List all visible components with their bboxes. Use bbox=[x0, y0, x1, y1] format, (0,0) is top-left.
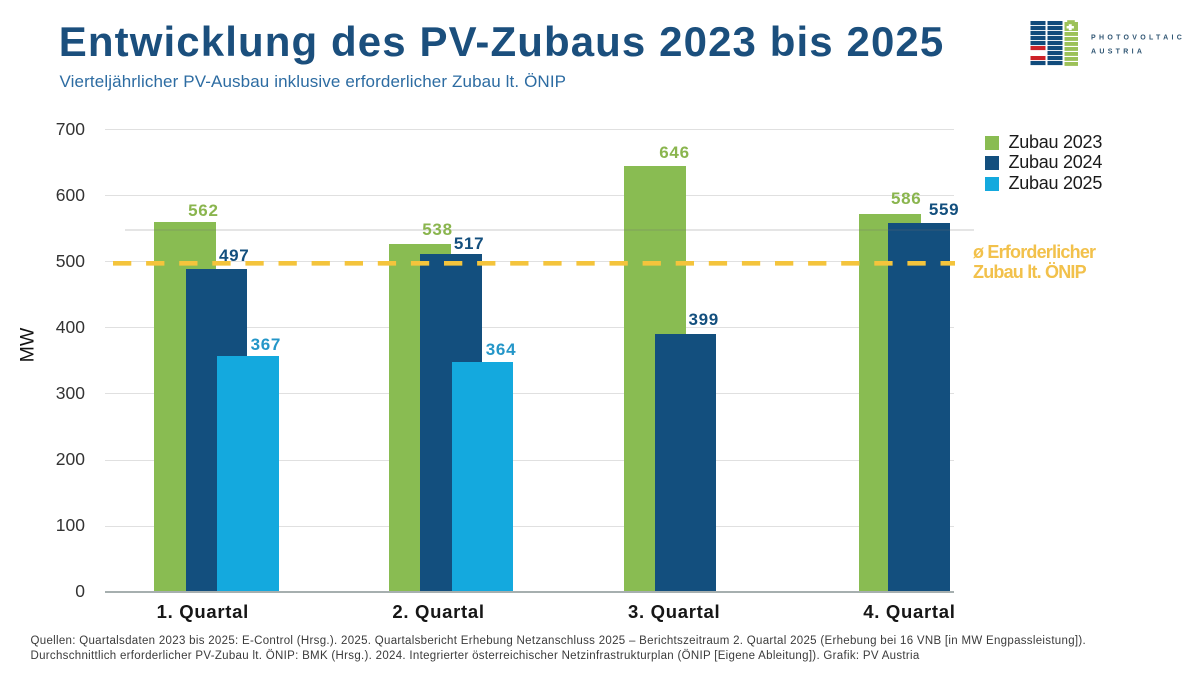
svg-text:AUSTRIA: AUSTRIA bbox=[1091, 49, 1145, 56]
svg-text:PHOTOVOLTAIC: PHOTOVOLTAIC bbox=[1091, 35, 1185, 42]
